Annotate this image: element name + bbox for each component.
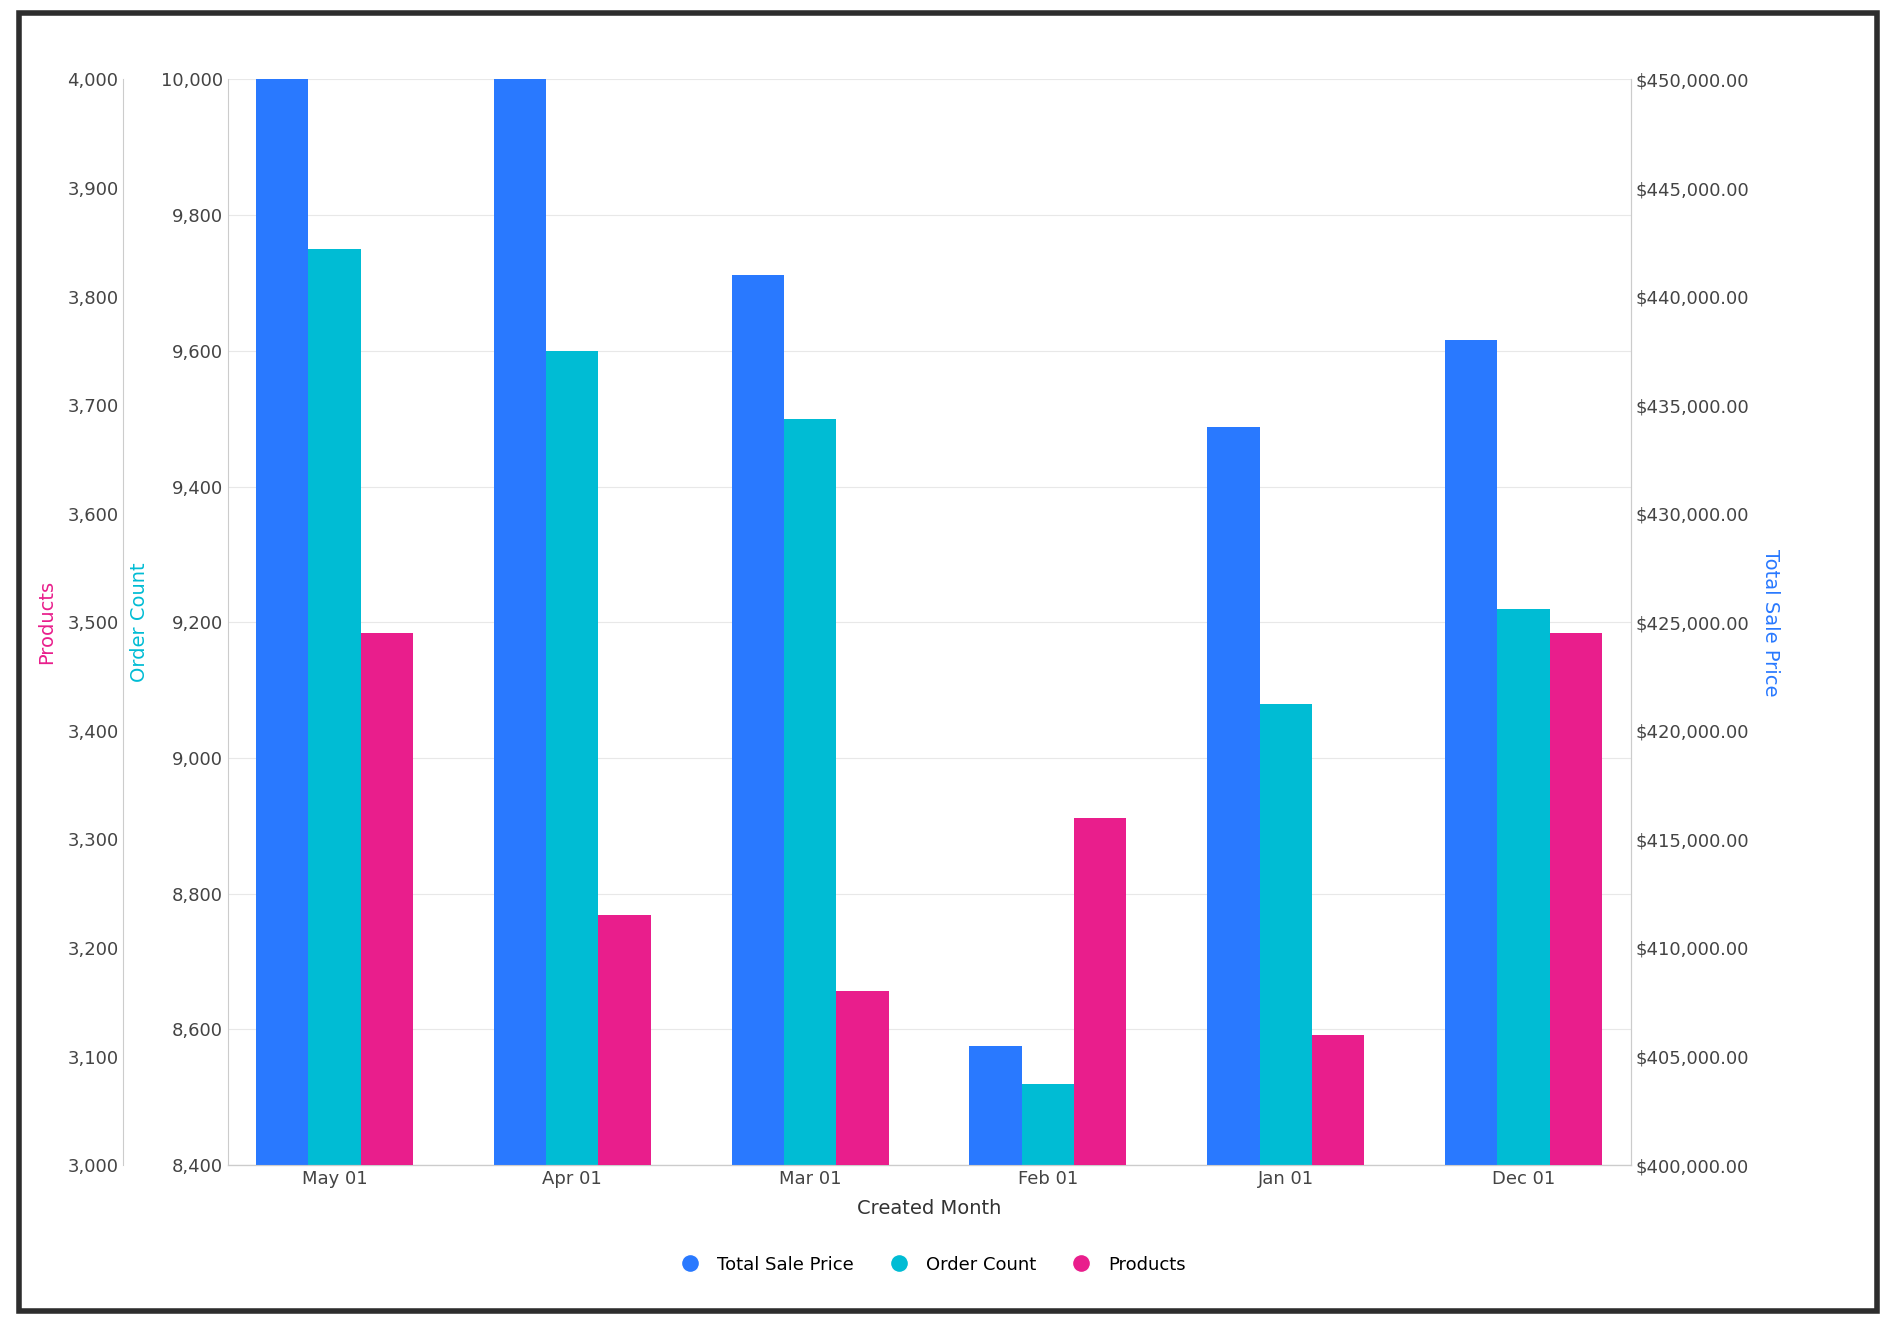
Bar [1022,1083,1075,1324]
Bar [599,915,650,1324]
Bar [1312,1035,1365,1324]
Y-axis label: Products: Products [38,580,57,665]
Bar [1208,426,1259,1324]
Bar [969,1046,1022,1324]
Legend: Total Sale Price, Order Count, Products: Total Sale Price, Order Count, Products [665,1249,1193,1280]
Bar [1549,633,1602,1324]
Y-axis label: Total Sale Price: Total Sale Price [1761,548,1780,696]
Bar [732,275,783,1324]
Bar [493,79,546,1324]
Bar [1259,704,1312,1324]
Bar [783,418,836,1324]
X-axis label: Created Month: Created Month [857,1200,1001,1218]
Bar [1498,609,1549,1324]
Bar [360,633,413,1324]
Bar [546,351,599,1324]
Bar [256,79,309,1324]
Bar [1075,818,1126,1324]
Bar [1445,340,1498,1324]
Y-axis label: Order Count: Order Count [131,563,150,682]
Bar [836,992,889,1324]
Bar [309,249,360,1324]
